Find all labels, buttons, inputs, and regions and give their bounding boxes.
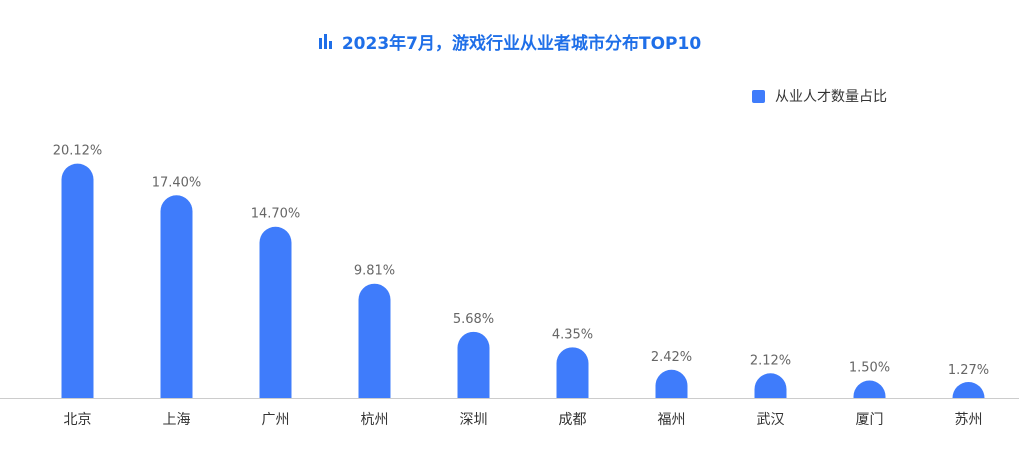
x-tick-label-9: 苏州 <box>955 412 983 428</box>
x-tick-label-8: 厦门 <box>856 412 884 428</box>
legend-label: 从业人才数量占比 <box>775 89 887 105</box>
data-label-3: 9.81% <box>354 264 395 279</box>
legend-swatch <box>752 89 765 103</box>
x-tick-label-5: 成都 <box>559 412 587 428</box>
bar-1 <box>160 195 193 398</box>
bar-7 <box>754 373 787 398</box>
bar-5 <box>556 347 589 398</box>
data-label-7: 2.12% <box>750 353 791 368</box>
bar-8 <box>853 380 886 398</box>
bar-2 <box>259 226 292 398</box>
data-label-6: 2.42% <box>651 350 692 365</box>
data-label-1: 17.40% <box>152 175 202 190</box>
x-tick-label-0: 北京 <box>64 412 92 428</box>
x-tick-label-2: 广州 <box>262 412 290 428</box>
bar-9 <box>952 382 985 398</box>
x-tick-label-3: 杭州 <box>361 412 389 428</box>
data-label-8: 1.50% <box>849 361 890 376</box>
bar-chart-icon <box>318 34 332 49</box>
chart-title: 2023年7月，游戏行业从业者城市分布TOP10 <box>0 28 1019 54</box>
chart-title-text: 2023年7月，游戏行业从业者城市分布TOP10 <box>341 33 702 54</box>
bar-4 <box>457 331 490 398</box>
data-label-2: 14.70% <box>251 207 301 222</box>
bar-6 <box>655 369 688 398</box>
legend: 从业人才数量占比 <box>752 86 887 106</box>
x-tick-label-4: 深圳 <box>460 412 488 428</box>
x-tick-label-7: 武汉 <box>757 412 785 428</box>
x-tick-label-6: 福州 <box>658 412 686 428</box>
x-tick-label-1: 上海 <box>163 412 191 428</box>
data-label-0: 20.12% <box>53 144 103 159</box>
bar-3 <box>358 283 391 398</box>
bar-0 <box>61 163 94 398</box>
data-label-5: 4.35% <box>552 327 593 342</box>
data-label-4: 5.68% <box>453 312 494 327</box>
data-label-9: 1.27% <box>948 363 989 378</box>
